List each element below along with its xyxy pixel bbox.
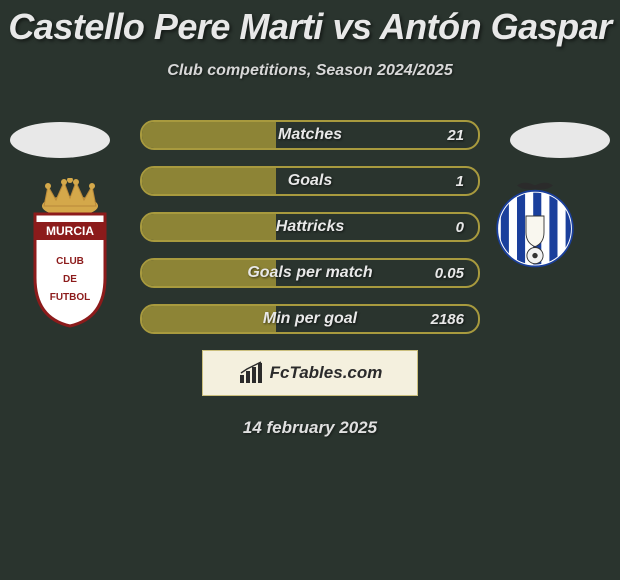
stat-label: Hattricks [276,218,344,236]
page-title: Castello Pere Marti vs Antón Gaspar [0,0,620,48]
chart-icon [238,361,266,385]
stats-area: MURCIA CLUB DE FUTBOL [0,120,620,438]
bat-icon [517,183,553,190]
club-badge-left: MURCIA CLUB DE FUTBOL [20,178,120,328]
subtitle: Club competitions, Season 2024/2025 [0,62,620,80]
logo-text: FcTables.com [270,363,383,383]
date-text: 14 february 2025 [0,418,620,438]
svg-text:CLUB: CLUB [56,256,84,267]
stat-value: 0.05 [435,265,464,282]
stat-fill [142,168,276,194]
stat-fill [142,214,276,240]
player-photo-right [510,122,610,158]
svg-text:MURCIA: MURCIA [46,224,94,238]
svg-text:DE: DE [63,274,77,285]
stat-fill [142,122,276,148]
svg-text:FUTBOL: FUTBOL [50,292,91,303]
stat-value: 0 [456,219,464,236]
stat-label: Min per goal [263,310,357,328]
stat-label: Goals per match [247,264,372,282]
stat-value: 1 [456,173,464,190]
fctables-logo[interactable]: FcTables.com [202,350,418,396]
player-photo-left [10,122,110,158]
stat-row-matches: Matches 21 [140,120,480,150]
stat-row-hattricks: Hattricks 0 [140,212,480,242]
stat-label: Matches [278,126,342,144]
club-badge-right [490,180,590,330]
stat-value: 2186 [431,311,464,328]
stat-row-gpm: Goals per match 0.05 [140,258,480,288]
stat-row-mpg: Min per goal 2186 [140,304,480,334]
stat-fill [142,306,276,332]
stat-label: Goals [288,172,332,190]
stat-rows: Matches 21 Goals 1 Hattricks 0 Goals per… [140,120,480,334]
crown-icon [42,178,98,216]
stat-value: 21 [447,127,464,144]
stat-row-goals: Goals 1 [140,166,480,196]
